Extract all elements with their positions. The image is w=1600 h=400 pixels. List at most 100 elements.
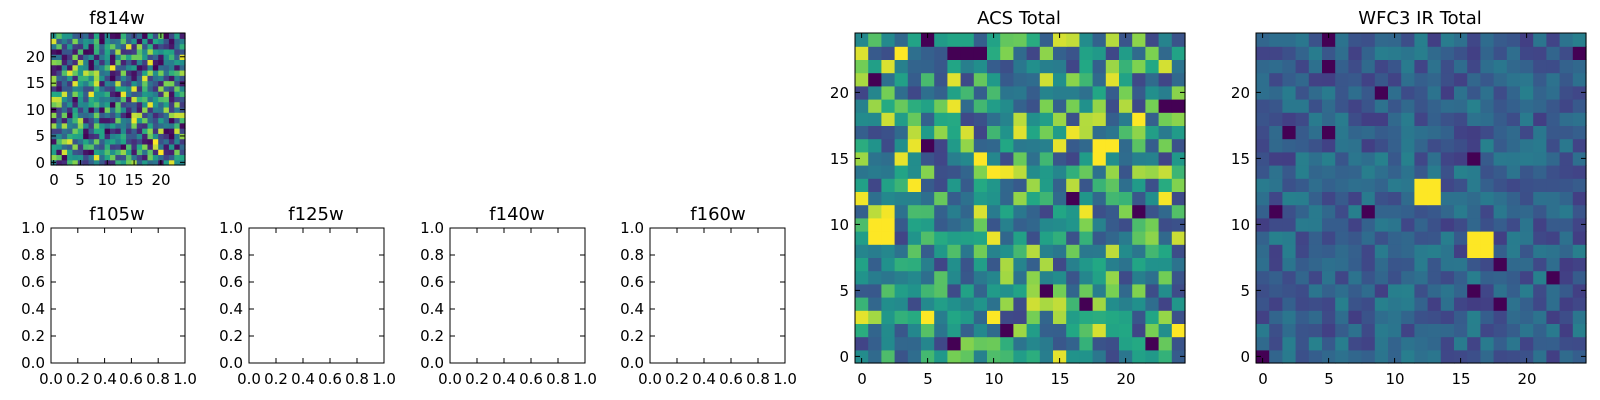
heatmap-cell — [115, 128, 122, 134]
heatmap-cell — [907, 217, 922, 232]
heatmap-cell — [1256, 151, 1270, 166]
heatmap-cell — [881, 283, 896, 298]
heatmap-cell — [1308, 59, 1323, 74]
heatmap-cell — [1467, 270, 1481, 285]
heatmap-cell — [136, 96, 143, 103]
heatmap-cell — [1322, 257, 1336, 272]
heatmap-cell — [1520, 112, 1534, 126]
heatmap-cell — [1559, 323, 1574, 338]
heatmap-cell — [1000, 59, 1014, 74]
heatmap-cell — [1053, 349, 1067, 364]
heatmap-cell — [921, 33, 935, 47]
heatmap-cell — [147, 33, 154, 39]
heatmap-cell — [1335, 323, 1349, 338]
panel-f160w: f160w 0.0 0.2 0.4 0.6 0.8 1.0 0.0 0.2 0.… — [620, 204, 797, 388]
heatmap-cell — [142, 91, 149, 97]
heatmap-cell — [1546, 336, 1561, 351]
heatmap-cell — [1493, 165, 1508, 179]
heatmap-cell — [1361, 138, 1376, 153]
heatmap-cell — [72, 106, 79, 113]
heatmap-cell — [1105, 231, 1120, 245]
heatmap-cell — [1053, 310, 1067, 324]
heatmap-cell — [1039, 349, 1054, 364]
heatmap-cell — [921, 217, 935, 232]
heatmap-cell — [1013, 270, 1028, 285]
heatmap-cell — [163, 69, 170, 76]
heatmap-cell — [907, 72, 922, 87]
heatmap-cell — [1361, 85, 1376, 100]
heatmap-cell — [1322, 297, 1336, 311]
heatmap-cell — [1480, 297, 1495, 311]
heatmap-cell — [1092, 59, 1107, 74]
heatmap-cell — [1572, 336, 1587, 351]
heatmap-cell — [93, 143, 100, 150]
heatmap-cell — [1039, 138, 1054, 153]
heatmap-cell — [142, 133, 149, 140]
heatmap-cell — [1053, 59, 1067, 74]
heatmap-cell — [894, 217, 909, 232]
heatmap-cell — [1053, 231, 1067, 245]
heatmap-cell — [1256, 297, 1270, 311]
heatmap-cell — [1158, 59, 1173, 74]
heatmap-cell — [168, 69, 175, 76]
heatmap-cell — [126, 64, 132, 71]
ytick-label: 20 — [26, 48, 45, 66]
heatmap-cell — [1026, 231, 1041, 245]
heatmap-cell — [1322, 112, 1336, 126]
heatmap-cell — [894, 33, 909, 47]
heatmap-cell — [1000, 231, 1014, 245]
heatmap-cell — [1348, 33, 1363, 47]
heatmap-cell — [894, 125, 909, 140]
heatmap-cell — [973, 297, 988, 311]
heatmap-cell — [1335, 244, 1349, 258]
heatmap-cell — [179, 154, 186, 161]
xtick-label: 5 — [923, 370, 933, 388]
heatmap-cell — [1414, 191, 1429, 206]
heatmap-cell — [1000, 270, 1014, 285]
heatmap-cell — [77, 133, 84, 140]
heatmap-cell — [1322, 217, 1336, 232]
heatmap-cell — [921, 323, 935, 338]
heatmap-cell — [168, 54, 175, 60]
heatmap-cell — [1171, 165, 1186, 179]
heatmap-cell — [1559, 297, 1574, 311]
heatmap-cell — [1282, 33, 1297, 47]
heatmap-cell — [77, 43, 84, 50]
ytick-label: 0.0 — [219, 354, 243, 372]
heatmap-cell — [1440, 33, 1455, 47]
heatmap-cell — [1335, 336, 1349, 351]
heatmap-cell — [1533, 112, 1547, 126]
heatmap-cell — [56, 69, 63, 76]
heatmap-cell — [1520, 283, 1534, 298]
heatmap-cell — [126, 54, 132, 60]
heatmap-cell — [163, 54, 170, 60]
heatmap-cell — [147, 101, 154, 108]
heatmap-cell — [51, 91, 57, 97]
heatmap-cell — [1427, 257, 1442, 272]
heatmap-cell — [99, 101, 106, 108]
heatmap-cell — [1256, 85, 1270, 100]
heatmap-cell — [1013, 231, 1028, 245]
heatmap-cell — [1414, 283, 1429, 298]
heatmap-cell — [1572, 165, 1587, 179]
heatmap-cell — [1039, 297, 1054, 311]
heatmap-cell — [1506, 323, 1521, 338]
heatmap-cell — [960, 112, 975, 126]
heatmap-cell — [868, 112, 882, 126]
heatmap-cell — [947, 310, 962, 324]
heatmap-cell — [1493, 270, 1508, 285]
heatmap-cell — [1572, 85, 1587, 100]
heatmap-cell — [93, 33, 100, 39]
heatmap-cell — [1361, 178, 1376, 192]
heatmap-cell — [131, 101, 138, 108]
heatmap-cell — [1401, 85, 1415, 100]
heatmap-cell — [1388, 165, 1402, 179]
heatmap-cell — [1013, 72, 1028, 87]
heatmap-cell — [83, 122, 90, 129]
heatmap-cell — [1388, 85, 1402, 100]
heatmap-cell — [120, 159, 127, 166]
heatmap-cell — [1440, 85, 1455, 100]
heatmap-cell — [88, 33, 95, 39]
heatmap-cell — [1454, 244, 1468, 258]
heatmap-cell — [1506, 165, 1521, 179]
